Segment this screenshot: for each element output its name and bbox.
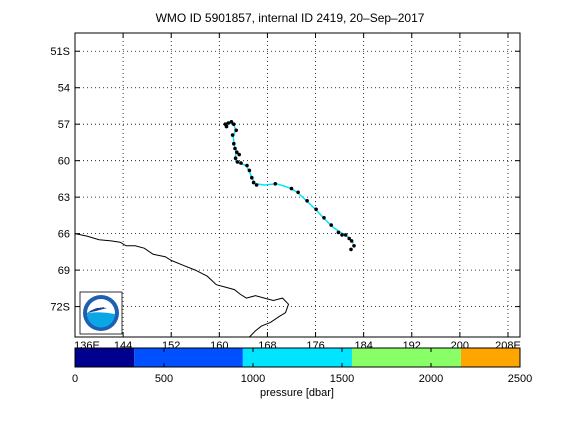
profile-position-marker	[239, 161, 243, 165]
profile-position-marker	[223, 122, 228, 126]
latitude-tick-labels: 51S 54 57 60 63 66 69 72S	[50, 46, 70, 313]
latitude-tick-label: 51S	[50, 46, 70, 58]
profile-position-marker	[343, 233, 348, 237]
profile-position-marker	[245, 163, 249, 168]
profile-position-marker	[230, 133, 235, 137]
logo-wave	[86, 312, 115, 328]
colorbar-label: pressure [dbar]	[260, 387, 334, 399]
profile-position-marker	[235, 160, 240, 164]
profile-position-marker	[233, 156, 238, 160]
map-title: WMO ID 5901857, internal ID 2419, 20–Sep…	[156, 11, 425, 25]
colorbar-band	[242, 348, 352, 367]
colorbar-band	[75, 348, 135, 367]
map-background	[75, 33, 520, 337]
colorbar-tick-label: 0	[72, 373, 78, 385]
latitude-tick-label: 66	[58, 229, 70, 241]
float-positions	[223, 120, 356, 252]
colorbar-ticks: 0 500 1000 1500 2000 2500	[72, 348, 532, 385]
antarctic-coastline	[74, 233, 290, 338]
colorbar-tick-label: 2500	[508, 373, 532, 385]
profile-position-marker	[305, 199, 309, 203]
logo-bird	[87, 307, 107, 313]
profile-position-marker	[352, 244, 356, 248]
latitude-tick-label: 63	[58, 192, 70, 204]
profile-position-marker	[251, 180, 256, 185]
profile-position-marker	[226, 121, 231, 125]
colorbar-band	[460, 348, 520, 367]
profile-position-marker	[235, 150, 239, 154]
colorbar-border	[74, 347, 521, 368]
profile-position-marker	[314, 207, 318, 212]
colorbar-tick-label: 500	[155, 373, 173, 385]
colorbar-band	[351, 348, 461, 367]
profile-position-marker	[289, 186, 294, 191]
profile-position-marker	[229, 120, 234, 124]
profile-position-marker	[232, 141, 236, 146]
profile-position-marker	[237, 152, 241, 157]
latitude-tick-label: 72S	[50, 302, 70, 314]
pressure-colorbar: 0 500 1000 1500 2000 2500 pressure [dbar]	[72, 347, 532, 399]
latitude-tick-label: 54	[58, 83, 70, 95]
profile-position-marker	[340, 233, 344, 237]
profile-position-marker	[296, 190, 300, 195]
coastline	[74, 233, 290, 338]
profile-position-marker	[233, 146, 237, 151]
profile-position-marker	[347, 236, 352, 241]
latitude-tick-label: 57	[58, 119, 70, 131]
latitude-tick-label: 69	[58, 265, 70, 277]
colorbar-tick-label: 1000	[241, 373, 265, 385]
profile-position-marker	[254, 183, 259, 187]
colorbar-tick-label: 1500	[330, 373, 354, 385]
profile-position-marker	[329, 223, 334, 227]
profile-position-marker	[322, 216, 326, 220]
map-border	[74, 32, 521, 338]
colorbar-bands	[75, 348, 520, 367]
profile-position-marker	[232, 122, 236, 126]
map-frame: NOAA 136E 144 152 160 168 176 184 192 200 208E 51…	[50, 32, 521, 352]
profile-position-marker	[250, 175, 254, 180]
profile-position-marker	[273, 182, 278, 186]
latitude-tick-label: 60	[58, 156, 70, 168]
colorbar-tick-label: 2000	[419, 373, 443, 385]
profile-position-marker	[349, 239, 354, 243]
profile-position-marker	[349, 247, 353, 252]
profile-position-marker	[336, 230, 341, 235]
logo-text: NOAA	[92, 304, 110, 310]
profile-position-marker	[247, 168, 252, 173]
profile-position-marker	[234, 128, 238, 133]
noaa-logo: NOAA	[79, 291, 123, 335]
colorbar-band	[134, 348, 243, 367]
